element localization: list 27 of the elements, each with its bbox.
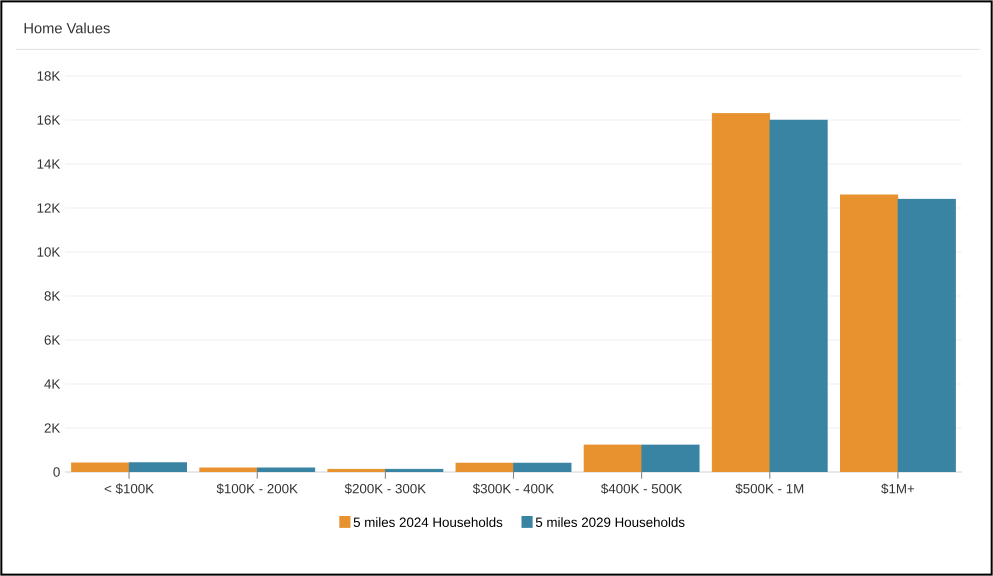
bar xyxy=(513,462,572,472)
bar xyxy=(898,198,956,472)
bar xyxy=(641,444,700,472)
legend-label: 5 miles 2024 Households xyxy=(354,517,502,527)
x-tick-label: $500K - 1M xyxy=(735,483,804,494)
x-tick-label: $400K - 500K xyxy=(601,483,682,494)
x-tick-label: < $100K xyxy=(104,483,154,494)
bar xyxy=(256,468,316,472)
x-tick-label: $100K - 200K xyxy=(216,483,298,494)
y-tick-label: 4K xyxy=(44,379,60,389)
bar xyxy=(770,120,828,472)
y-tick-label: 2K xyxy=(44,423,60,433)
bar xyxy=(385,468,444,472)
x-tick-label: $200K - 300K xyxy=(344,483,426,494)
y-tick-label: 8K xyxy=(44,291,60,301)
y-tick-label: 12K xyxy=(38,203,60,213)
y-tick-label: 0 xyxy=(53,467,60,477)
chart-title: Home Values xyxy=(24,22,110,34)
y-tick-label: 6K xyxy=(44,335,60,345)
legend-label: 5 miles 2029 Households xyxy=(536,517,685,527)
y-tick-label: 18K xyxy=(38,71,60,81)
bar xyxy=(128,462,188,472)
y-tick-label: 10K xyxy=(38,247,60,257)
y-tick-label: 14K xyxy=(38,159,60,169)
x-tick-label: $300K - 400K xyxy=(472,483,554,494)
x-tick-label: $1M+ xyxy=(881,483,914,494)
y-tick-label: 16K xyxy=(38,115,60,125)
